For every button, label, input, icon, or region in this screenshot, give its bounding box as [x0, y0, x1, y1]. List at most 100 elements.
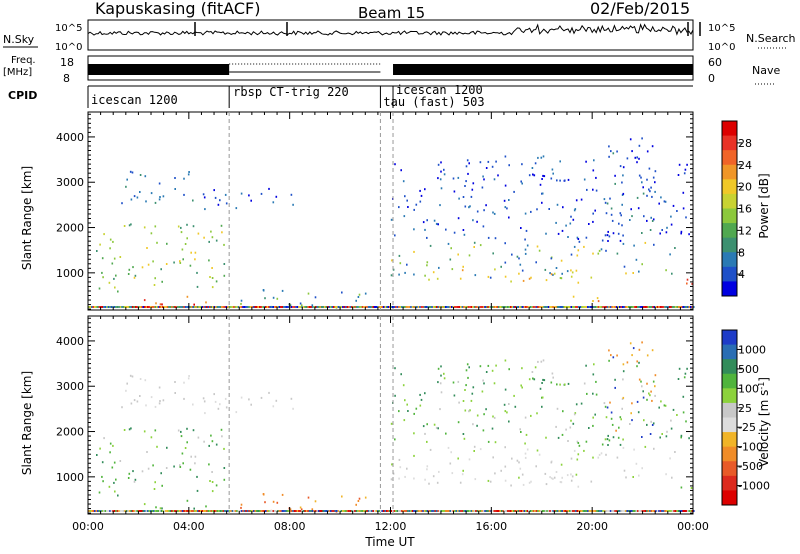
data-cell — [179, 260, 181, 263]
data-cell — [585, 510, 588, 512]
data-cell — [462, 469, 464, 472]
data-cell — [491, 306, 494, 308]
data-cell — [504, 410, 507, 413]
data-cell — [189, 510, 191, 512]
data-cell — [212, 306, 214, 308]
data-cell — [261, 510, 264, 512]
data-cell — [604, 234, 607, 237]
data-cell — [177, 225, 180, 228]
data-cell — [133, 276, 136, 279]
data-cell — [504, 242, 506, 245]
data-cell — [390, 274, 393, 277]
data-cell — [439, 408, 441, 411]
data-cell — [257, 306, 259, 308]
data-cell — [395, 510, 397, 512]
data-cell — [594, 209, 596, 212]
data-cell — [88, 510, 90, 512]
data-cell — [570, 419, 572, 422]
data-cell — [578, 240, 581, 243]
data-cell — [211, 267, 213, 269]
data-cell — [349, 306, 352, 308]
data-cell — [323, 306, 326, 308]
data-cell — [633, 448, 635, 451]
data-cell — [375, 306, 377, 308]
data-cell — [441, 306, 444, 308]
data-cell — [249, 306, 252, 308]
data-cell — [479, 244, 482, 247]
data-cell — [540, 306, 542, 308]
data-cell — [236, 306, 238, 308]
data-cell — [302, 306, 305, 308]
data-cell — [94, 306, 96, 308]
data-cell — [518, 257, 520, 260]
data-cell — [358, 510, 361, 512]
data-cell — [539, 183, 542, 186]
data-cell — [336, 510, 338, 512]
data-cell — [592, 373, 595, 376]
data-cell — [494, 268, 496, 271]
data-cell — [543, 306, 545, 308]
data-cell — [419, 200, 422, 203]
data-cell — [141, 266, 144, 269]
data-cell — [473, 241, 476, 244]
data-cell — [559, 481, 562, 483]
data-cell — [98, 306, 101, 308]
data-cell — [607, 434, 609, 437]
data-cell — [632, 272, 634, 274]
data-cell — [468, 458, 471, 461]
data-cell — [592, 424, 594, 427]
data-cell — [680, 230, 683, 233]
data-cell — [610, 150, 612, 153]
data-cell — [284, 306, 287, 308]
data-cell — [390, 306, 393, 308]
data-cell — [432, 475, 435, 478]
data-cell — [192, 510, 194, 512]
data-cell — [585, 364, 587, 367]
data-cell — [538, 453, 541, 456]
data-cell — [600, 306, 603, 308]
data-cell — [237, 306, 240, 308]
data-cell — [277, 306, 279, 308]
data-cell — [603, 198, 606, 201]
data-cell — [101, 475, 103, 478]
data-cell — [578, 444, 581, 447]
nsearch-label: N.Search — [746, 32, 796, 45]
data-cell — [650, 306, 653, 308]
data-cell — [463, 510, 465, 512]
data-cell — [508, 199, 510, 201]
data-cell — [123, 429, 126, 431]
data-cell — [626, 157, 629, 160]
data-cell — [621, 181, 623, 184]
data-cell — [268, 306, 270, 308]
colorbar-swatch — [722, 266, 737, 282]
data-cell — [494, 306, 497, 308]
data-cell — [550, 461, 553, 464]
data-cell — [102, 276, 104, 279]
data-cell — [127, 510, 129, 512]
data-cell — [602, 510, 604, 512]
data-cell — [550, 177, 553, 180]
data-cell — [98, 491, 101, 494]
data-cell — [357, 296, 360, 298]
time-xlabel: Time UT — [364, 535, 415, 549]
data-cell — [202, 510, 205, 512]
data-cell — [196, 271, 198, 274]
colorbar-tick-label: -100 — [738, 441, 763, 454]
data-cell — [625, 476, 627, 479]
data-cell — [619, 443, 622, 446]
data-cell — [177, 510, 179, 512]
data-cell — [299, 506, 302, 509]
data-cell — [406, 199, 408, 202]
data-cell — [482, 225, 485, 228]
data-cell — [586, 392, 588, 395]
data-cell — [623, 306, 625, 308]
colorbar-tick-label: 20 — [738, 181, 752, 194]
data-cell — [147, 510, 149, 512]
data-cell — [678, 367, 681, 370]
data-cell — [497, 306, 500, 308]
data-cell — [150, 192, 153, 195]
data-cell — [590, 510, 592, 512]
data-cell — [203, 236, 205, 239]
nsky-tick-top: 10^5 — [55, 23, 82, 34]
data-cell — [590, 480, 593, 483]
